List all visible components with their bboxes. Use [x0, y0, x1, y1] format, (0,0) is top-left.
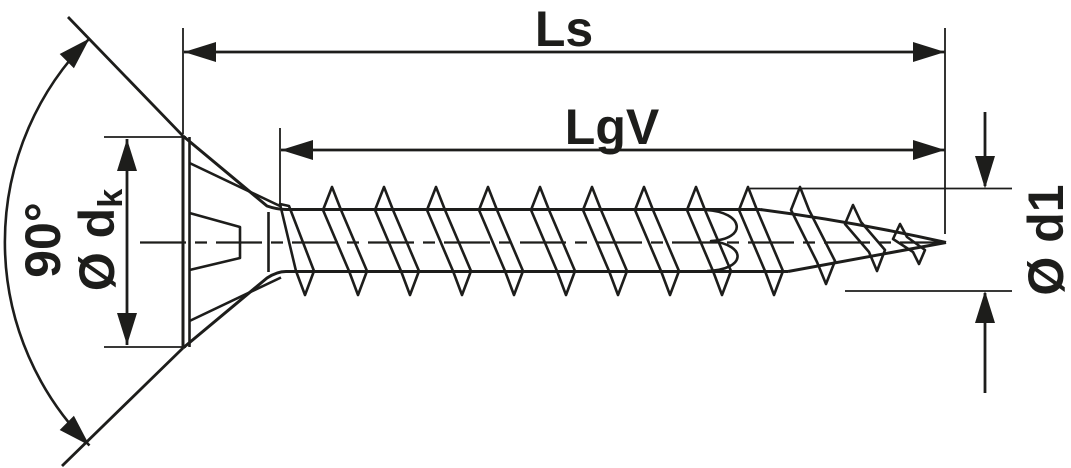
thread-tooth	[425, 185, 473, 297]
d1-label: Ø d1	[1018, 184, 1071, 295]
ls-dimension: Ls	[182, 1, 946, 234]
thread-tooth-taper	[789, 185, 837, 286]
thread-tooth	[737, 185, 785, 297]
ls-arrow-left	[184, 42, 216, 62]
thread-tooth	[278, 202, 316, 297]
lgv-label: LgV	[565, 99, 660, 155]
angle-arrow-upper	[59, 38, 90, 69]
ls-arrow-right	[913, 42, 945, 62]
drive-recess	[189, 211, 242, 272]
lgv-dimension: LgV	[279, 99, 945, 204]
screw-thread	[278, 185, 927, 297]
head-cone-bottom	[182, 270, 287, 350]
tip-taper-top	[759, 208, 947, 244]
thread-tooth	[581, 185, 629, 297]
thread-tooth	[529, 185, 577, 297]
lgv-arrow-left	[281, 140, 313, 160]
thread-tooth	[477, 185, 525, 297]
angle-arc	[3, 37, 91, 447]
angle-dimension: 90°	[3, 16, 185, 468]
thread-tooth	[685, 185, 733, 297]
ls-label: Ls	[535, 1, 593, 57]
angle-extension-upper	[66, 16, 185, 137]
dk-label: Ø dk	[69, 189, 130, 291]
thread-tooth-taper	[891, 222, 927, 266]
angle-arrow-lower	[59, 415, 90, 446]
d1-arrow-up	[975, 291, 995, 323]
thread-tooth	[321, 185, 369, 297]
head-cone-inner-bottom	[188, 276, 282, 323]
d1-dimension: Ø d1	[750, 112, 1071, 393]
thread-tooth-taper	[843, 203, 887, 273]
angle-extension-lower	[61, 346, 184, 468]
head-cone-inner-top	[188, 161, 282, 208]
angle-label: 90°	[15, 202, 71, 278]
thread-tooth	[633, 185, 681, 297]
d1-arrow-down	[975, 156, 995, 189]
tip-transition-curve	[705, 208, 739, 273]
lgv-arrow-right	[913, 140, 945, 160]
dk-arrow-up	[117, 139, 137, 171]
head-cone-top	[182, 134, 287, 211]
thread-tooth	[373, 185, 421, 297]
dk-dimension: Ø dk	[69, 136, 186, 348]
dk-arrow-down	[117, 313, 137, 345]
